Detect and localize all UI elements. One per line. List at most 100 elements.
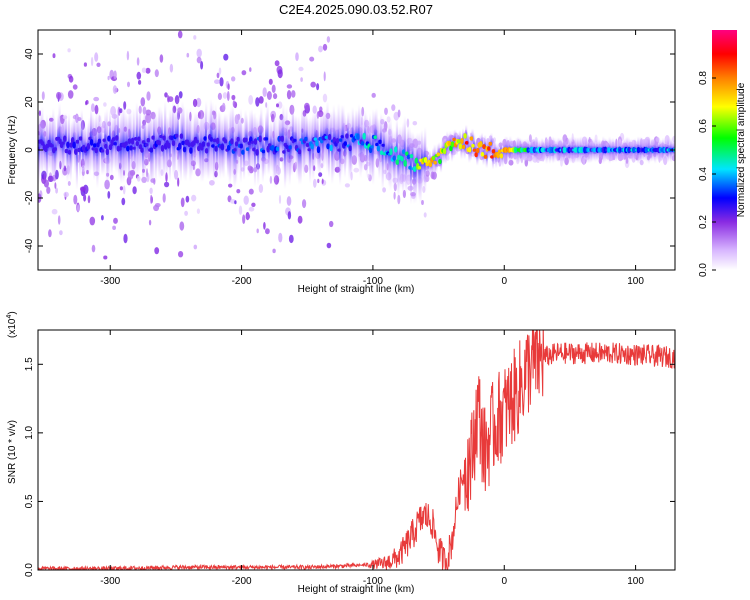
spectral-speckle-dot xyxy=(200,60,204,70)
spectral-ridge-point xyxy=(113,142,117,146)
spectral-speckle-dot xyxy=(323,71,326,82)
snr-x-tick-label: -100 xyxy=(363,576,383,587)
spectral-speckle-dot xyxy=(186,52,190,58)
spectral-ridge-point xyxy=(498,149,502,153)
spectral-speckle-dot xyxy=(77,204,80,213)
spectral-ridge-point xyxy=(280,135,285,142)
spectral-ridge-point xyxy=(288,145,293,150)
spectral-speckle-dot xyxy=(43,173,46,181)
spectral-speckle-dot xyxy=(167,96,174,102)
spectral-ridge-point xyxy=(460,138,464,144)
spectral-ridge-point xyxy=(206,142,210,147)
spectral-ridge-point xyxy=(241,149,245,155)
spectrogram-x-tick-label: -100 xyxy=(363,276,383,287)
spectral-ridge-point xyxy=(91,147,95,151)
spectral-speckle-dot xyxy=(384,107,388,116)
spectral-speckle-dot xyxy=(146,91,151,101)
spectral-ridge-point xyxy=(499,153,504,159)
spectral-speckle-dot xyxy=(91,244,96,253)
spectral-ridge-point xyxy=(483,154,488,159)
spectral-ridge-point xyxy=(392,155,397,161)
spectral-speckle-dot xyxy=(222,102,226,111)
spectral-speckle-dot xyxy=(326,242,332,249)
spectral-speckle-dot xyxy=(423,212,427,218)
spectral-ridge-point xyxy=(140,147,144,153)
spectral-ridge-point xyxy=(75,139,80,144)
spectral-speckle-dot xyxy=(79,186,86,192)
spectral-ridge-point xyxy=(137,136,141,142)
spectral-ridge-point xyxy=(471,143,475,148)
spectral-ridge-point xyxy=(472,148,477,152)
spectral-ridge-point xyxy=(431,155,436,161)
spectral-speckle-dot xyxy=(121,197,126,206)
spectral-ridge-point xyxy=(452,137,456,142)
spectral-ridge-point xyxy=(182,146,187,153)
spectral-ridge-point xyxy=(220,143,225,151)
spectral-speckle-dot xyxy=(431,171,437,180)
spectral-speckle-dot xyxy=(234,200,237,205)
spectral-ridge-point xyxy=(146,138,151,143)
snr-x-tick-label: 0 xyxy=(501,576,507,587)
spectral-ridge-point xyxy=(356,133,360,141)
spectral-ridge-point xyxy=(307,148,311,152)
spectral-speckle-dot xyxy=(268,78,273,85)
spectral-ridge-point xyxy=(50,144,54,148)
spectral-ridge-point xyxy=(304,136,308,142)
spectral-speckle-dot xyxy=(140,97,146,107)
spectral-speckle-dot xyxy=(154,69,159,78)
spectral-ridge-point xyxy=(77,147,81,153)
spectral-speckle-dot xyxy=(214,79,220,84)
spectral-ridge-point xyxy=(373,135,378,139)
colorbar-tick-label: 0.0 xyxy=(698,263,709,277)
spectral-ridge-point xyxy=(327,133,332,141)
spectral-speckle-dot xyxy=(391,104,396,111)
spectral-ridge-point xyxy=(160,144,165,152)
spectral-speckle-dot xyxy=(113,217,118,224)
spectral-speckle-dot xyxy=(83,62,87,67)
spectral-ridge-point xyxy=(335,138,340,144)
spectral-ridge-point xyxy=(86,143,91,150)
spectral-speckle-dot xyxy=(272,248,276,254)
spectrogram-x-ticks: -300 -200 -100 0 100 xyxy=(100,30,644,287)
spectral-speckle-dot xyxy=(193,244,198,250)
spectral-ridge-point xyxy=(487,146,491,151)
spectral-ridge-point xyxy=(63,135,67,142)
spectral-speckle-dot xyxy=(138,80,142,85)
spectral-speckle-dot xyxy=(258,184,264,193)
spectral-speckle-dot xyxy=(41,91,45,101)
spectral-ridge-point xyxy=(157,140,162,146)
spectral-ridge-point xyxy=(329,144,334,152)
spectral-speckle-dot xyxy=(326,36,331,43)
spectral-speckle-dot xyxy=(274,60,280,67)
spectral-ridge-point xyxy=(282,150,286,154)
spectral-ridge-point xyxy=(412,166,417,172)
spectral-ridge-point xyxy=(310,143,315,150)
spectral-ridge-point xyxy=(264,137,269,141)
spectral-speckle-dot xyxy=(321,178,324,185)
spectral-speckle-dot xyxy=(162,193,166,203)
spectral-speckle-dot xyxy=(302,199,307,209)
spectral-ridge-point xyxy=(428,162,433,168)
spectral-ridge-point xyxy=(74,148,78,155)
spectral-speckle-dot xyxy=(248,188,254,195)
spectral-ridge-point xyxy=(236,136,240,142)
spectral-ridge-point xyxy=(394,146,398,153)
colorbar: 0.0 0.2 0.4 0.6 0.8 Normalized spectral ampl… xyxy=(698,30,747,277)
spectral-speckle-dot xyxy=(87,195,91,204)
spectral-ridge-point xyxy=(89,139,94,146)
spectral-speckle-dot xyxy=(309,56,315,62)
spectral-speckle-dot xyxy=(59,230,63,236)
spectral-speckle-dot xyxy=(90,56,94,67)
spectral-speckle-dot xyxy=(101,215,104,221)
spectral-speckle-dot xyxy=(412,121,418,126)
spectral-ridge-point xyxy=(135,141,140,147)
spectral-ridge-point xyxy=(362,132,367,140)
spectral-ridge-point xyxy=(78,136,83,141)
snr-x-label: Height of straight line (km) xyxy=(298,584,415,595)
spectral-speckle-dot xyxy=(51,208,58,215)
spectral-speckle-dot xyxy=(248,95,254,105)
spectral-ridge-point xyxy=(174,133,179,138)
spectral-speckle-dot xyxy=(192,98,198,108)
spectral-speckle-dot xyxy=(269,175,273,184)
